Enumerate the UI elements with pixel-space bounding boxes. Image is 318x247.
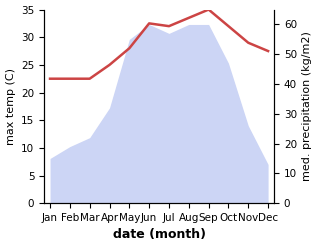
Y-axis label: med. precipitation (kg/m2): med. precipitation (kg/m2) [302,31,313,181]
Y-axis label: max temp (C): max temp (C) [5,68,16,145]
X-axis label: date (month): date (month) [113,228,205,242]
